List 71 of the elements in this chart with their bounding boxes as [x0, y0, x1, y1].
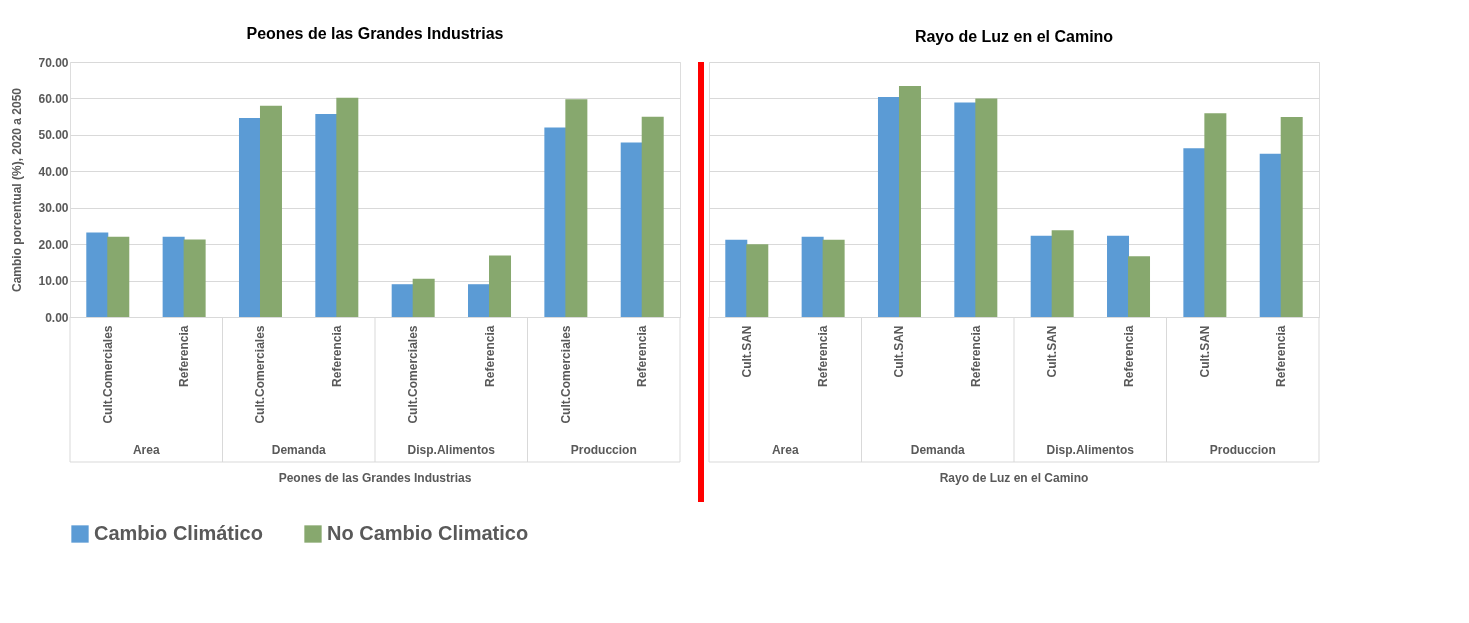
bar	[544, 127, 567, 317]
y-tick-label: 40.00	[38, 164, 69, 179]
x-tick-label: Cult.SAN	[1197, 325, 1212, 378]
text: Demanda	[910, 443, 966, 457]
y-tick-label: 50.00	[38, 128, 69, 143]
bar	[315, 114, 338, 317]
y-tick-label: 20.00	[38, 237, 69, 252]
bar	[1051, 230, 1074, 317]
x-tick-label: Cult.SAN	[1045, 325, 1060, 378]
x-tick-label: Referencia	[329, 325, 344, 387]
text: Area	[132, 443, 160, 457]
bar	[822, 239, 845, 317]
bar	[391, 284, 414, 317]
x-tick-label: Referencia	[177, 325, 192, 387]
bar	[565, 99, 588, 317]
y-tick-label: 10.00	[38, 274, 69, 289]
x-tick-label: Cult.Comerciales	[406, 325, 421, 424]
bar	[259, 105, 282, 317]
y-axis-title: Cambio porcentual (%), 2020 a 2050	[10, 87, 25, 293]
legend-label: Cambio Climático	[94, 522, 263, 544]
bar	[725, 239, 748, 317]
bar	[954, 102, 977, 317]
bar	[336, 97, 359, 317]
x-tick-label: Cult.Comerciales	[253, 325, 268, 424]
bar	[183, 239, 206, 317]
text: Produccion	[570, 443, 637, 457]
bar	[641, 116, 664, 317]
y-tick-label: 70.00	[38, 55, 69, 70]
bar	[1280, 117, 1303, 317]
chart-title: Rayo de Luz en el Camino	[914, 28, 1114, 45]
bar	[898, 86, 921, 317]
x-tick-label: Referencia	[968, 325, 983, 387]
bar	[86, 232, 109, 317]
x-tick-label: Referencia	[635, 325, 650, 387]
bar	[1107, 235, 1130, 317]
text: Rayo de Luz en el Camino	[939, 471, 1089, 485]
bar	[1183, 148, 1206, 317]
bar	[1204, 113, 1227, 317]
bar	[746, 244, 769, 317]
y-tick-label: 30.00	[38, 201, 69, 216]
bar	[1030, 235, 1053, 317]
bar	[975, 98, 998, 317]
chart-title: Peones de las Grandes Industrias	[246, 25, 504, 42]
text: Area	[771, 443, 799, 457]
y-tick-label: 60.00	[38, 91, 69, 106]
bar	[1259, 153, 1282, 317]
x-tick-label: Cult.Comerciales	[100, 325, 115, 424]
bar	[468, 284, 491, 317]
x-tick-label: Referencia	[482, 325, 497, 387]
bar	[107, 236, 130, 317]
x-tick-label: Referencia	[816, 325, 831, 387]
legend-label: No Cambio Climatico	[327, 522, 529, 544]
bar	[162, 236, 185, 317]
bar	[412, 278, 435, 317]
x-tick-label: Referencia	[1274, 325, 1289, 387]
bar	[877, 96, 900, 317]
bar	[620, 142, 643, 317]
text: Produccion	[1209, 443, 1276, 457]
bar	[238, 118, 261, 317]
text: Disp.Alimentos	[407, 443, 496, 457]
x-tick-label: Referencia	[1121, 325, 1136, 387]
x-tick-label: Cult.Comerciales	[558, 325, 573, 424]
bar	[1128, 256, 1151, 317]
text: Disp.Alimentos	[1046, 443, 1135, 457]
bar	[489, 255, 512, 317]
x-tick-label: Cult.SAN	[892, 325, 907, 378]
text: Peones de las Grandes Industrias	[278, 471, 472, 485]
y-tick-label: 0.00	[45, 310, 69, 325]
bar	[801, 236, 824, 317]
x-tick-label: Cult.SAN	[739, 325, 754, 378]
text: Demanda	[271, 443, 327, 457]
